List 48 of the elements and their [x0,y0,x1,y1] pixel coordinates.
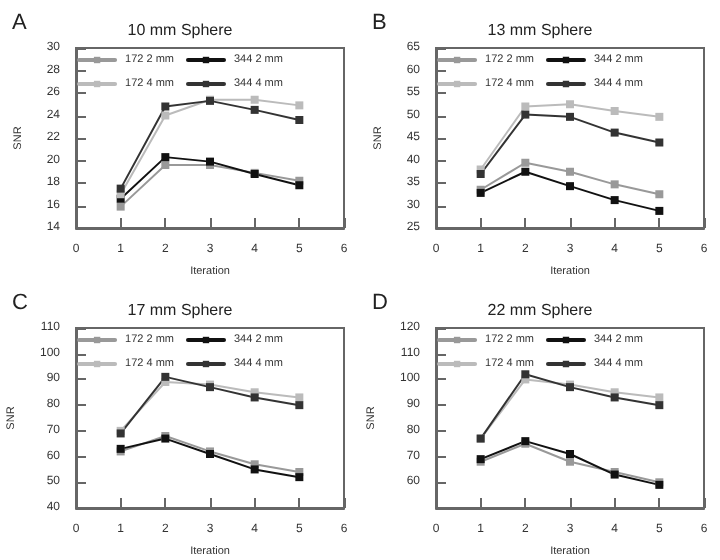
point [655,393,664,402]
text: B [372,11,387,35]
point [610,128,619,137]
text: C [12,291,28,315]
point [655,138,664,147]
point [655,190,664,199]
point [610,196,619,205]
point [295,181,304,190]
point [250,393,259,402]
point [161,161,170,169]
point [610,393,619,402]
point [161,372,170,381]
chart-title: 17 mm Sphere [127,301,234,319]
point [116,184,125,193]
point [250,465,259,474]
point [250,95,259,104]
point [655,112,664,121]
point [521,102,530,111]
point [610,107,619,115]
point [521,158,530,167]
point [250,105,259,114]
point [566,100,574,109]
chart-title: 13 mm Sphere [487,21,594,39]
point [655,206,664,215]
point [161,111,170,120]
point [161,153,170,162]
point [521,370,530,379]
point [476,170,485,178]
text: D [372,291,388,315]
point [295,473,304,482]
text: A [12,11,28,35]
point [521,167,530,176]
point [295,401,304,410]
point [295,101,304,110]
point [566,182,574,191]
point [116,202,125,211]
point [521,110,530,119]
point [566,450,574,458]
point [295,393,304,402]
chart-title: 10 mm Sphere [127,21,234,39]
chart-title: 22 mm Sphere [487,301,594,319]
point [566,167,574,176]
point [295,116,304,124]
point [161,102,170,111]
point [566,457,574,466]
point [610,180,619,189]
point [655,401,664,410]
point [566,112,574,121]
